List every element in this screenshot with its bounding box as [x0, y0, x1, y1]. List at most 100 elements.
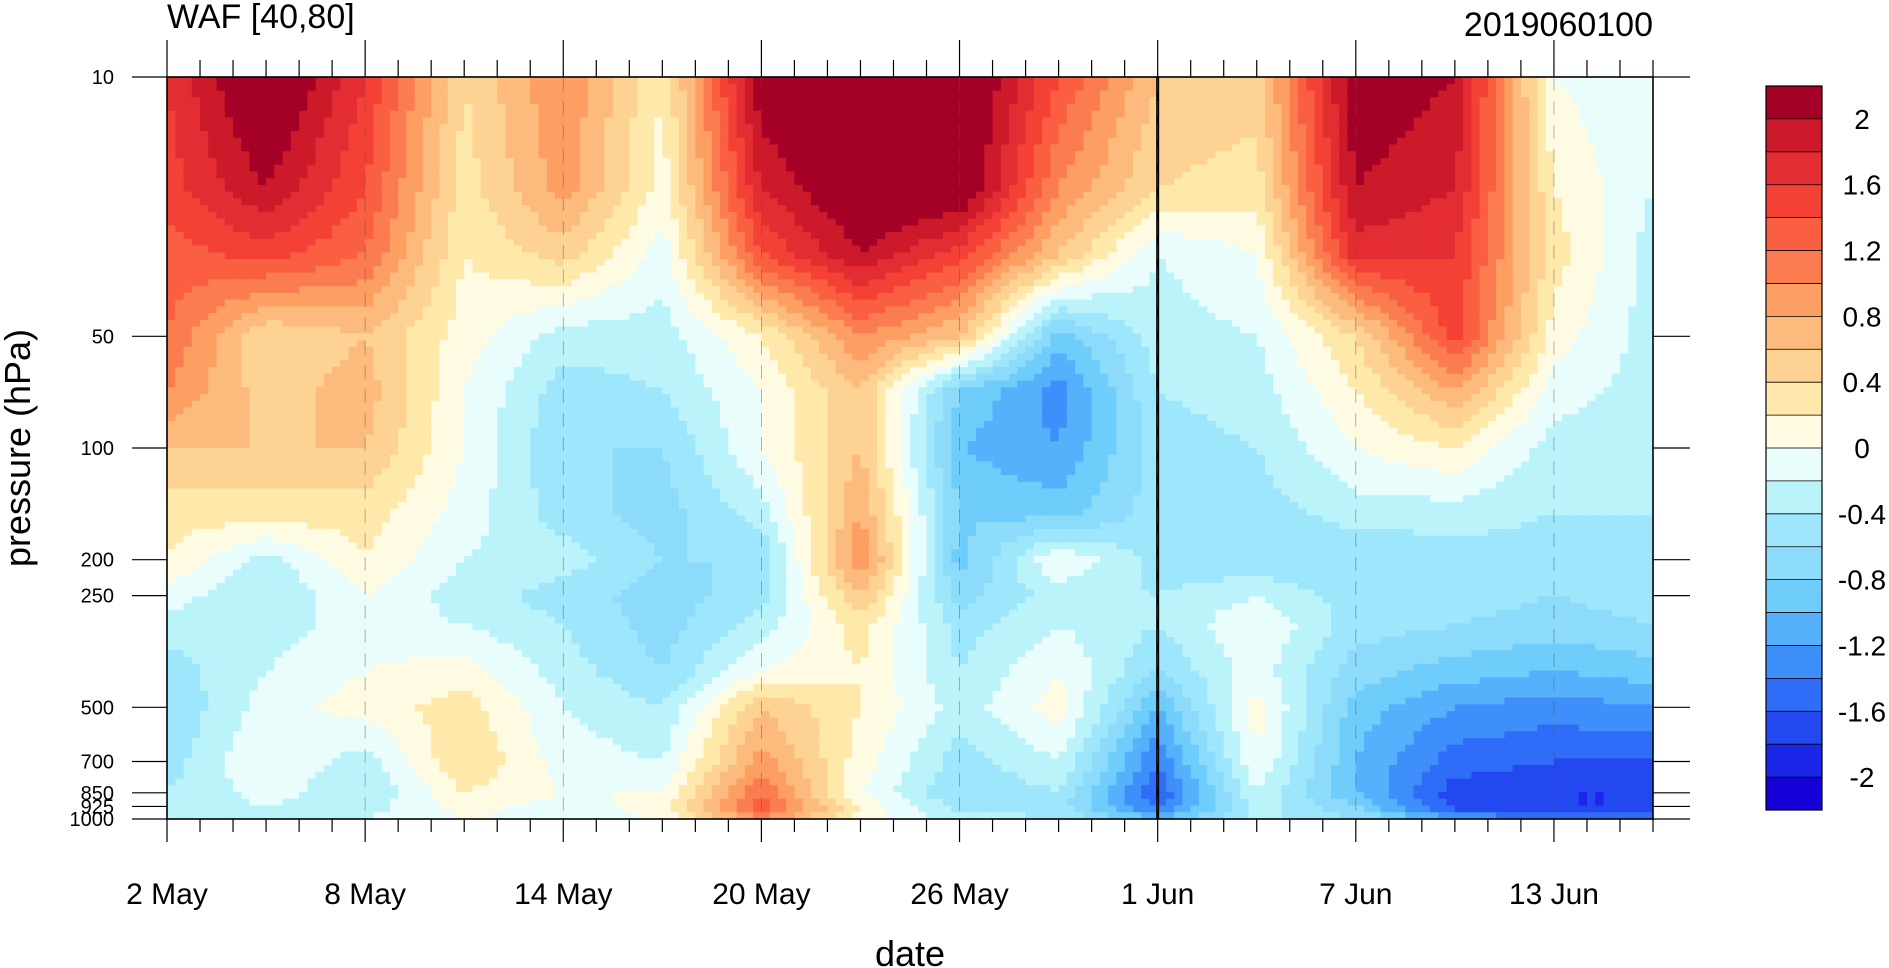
contour-cell: [1331, 171, 1340, 179]
contour-cell: [1116, 117, 1126, 125]
contour-cell: [736, 191, 746, 200]
contour-cell: [1289, 137, 1299, 146]
contour-cell: [488, 144, 498, 152]
contour-cell: [1042, 238, 1051, 247]
contour-cell: [1025, 259, 1035, 267]
contour-cell: [943, 90, 952, 98]
contour-cell: [1058, 97, 1068, 105]
contour-cell: [315, 232, 325, 240]
contour-cell: [546, 259, 556, 267]
contour-cell: [439, 103, 449, 112]
contour-cell: [1264, 144, 1274, 152]
contour-cell: [703, 151, 713, 159]
contour-cell: [266, 184, 275, 193]
contour-cell: [216, 191, 226, 200]
contour-cell: [381, 218, 391, 226]
contour-cell: [1033, 144, 1043, 152]
contour-cell: [678, 245, 688, 253]
contour-cell: [1413, 110, 1423, 119]
contour-cell: [1520, 144, 1530, 152]
contour-cell: [596, 218, 606, 226]
contour-cell: [249, 184, 259, 193]
contour-cell: [1149, 110, 1159, 119]
contour-cell: [621, 252, 630, 260]
contour-cell: [488, 97, 498, 105]
contour-cell: [1281, 144, 1291, 152]
contour-cell: [1017, 218, 1027, 226]
contour-cell: [1529, 83, 1539, 92]
contour-cell: [1628, 252, 1638, 260]
contour-cell: [200, 198, 209, 206]
contour-cell: [1446, 151, 1456, 159]
contour-cell: [951, 103, 961, 112]
contour-cell: [348, 252, 358, 260]
contour-cell: [1099, 110, 1109, 119]
contour-cell: [1578, 77, 1588, 85]
contour-cell: [860, 124, 870, 132]
contour-cell: [307, 157, 317, 166]
contour-cell: [1347, 211, 1357, 220]
contour-cell: [398, 218, 408, 226]
contour-cell: [464, 205, 474, 213]
contour-cell: [241, 178, 251, 186]
contour-cell: [637, 117, 647, 125]
contour-cell: [802, 117, 812, 125]
contour-cell: [992, 144, 1002, 152]
contour-cell: [1298, 90, 1307, 98]
contour-cell: [1174, 90, 1184, 98]
contour-cell: [1141, 151, 1151, 159]
contour-cell: [1504, 97, 1514, 105]
contour-cell: [720, 124, 729, 132]
contour-cell: [290, 83, 300, 92]
contour-cell: [497, 157, 507, 166]
contour-cell: [744, 218, 754, 226]
contour-cell: [1157, 191, 1167, 200]
contour-cell: [1504, 211, 1514, 220]
contour-cell: [645, 171, 655, 179]
contour-cell: [340, 97, 350, 105]
contour-cell: [1240, 211, 1250, 220]
contour-cell: [1182, 184, 1192, 193]
contour-cell: [1009, 245, 1018, 253]
contour-cell: [612, 77, 622, 85]
contour-cell: [1570, 103, 1580, 112]
contour-cell: [1091, 77, 1101, 85]
contour-cell: [612, 110, 622, 119]
contour-cell: [167, 184, 176, 193]
contour-cell: [332, 164, 341, 173]
contour-cell: [992, 184, 1002, 193]
contour-cell: [447, 259, 457, 267]
contour-cell: [1347, 218, 1357, 226]
contour-cell: [282, 77, 292, 85]
contour-cell: [439, 124, 449, 132]
contour-cell: [464, 117, 474, 125]
contour-cell: [868, 83, 878, 92]
contour-cell: [1075, 225, 1084, 233]
contour-cell: [612, 259, 622, 267]
contour-cell: [1446, 90, 1456, 98]
contour-cell: [1091, 157, 1101, 166]
contour-cell: [860, 130, 870, 139]
contour-cell: [1619, 157, 1629, 166]
contour-cell: [918, 205, 928, 213]
contour-cell: [1347, 117, 1357, 125]
contour-cell: [1636, 151, 1646, 159]
contour-cell: [678, 151, 688, 159]
contour-cell: [1273, 103, 1283, 112]
contour-cell: [455, 77, 465, 85]
contour-cell: [1545, 218, 1555, 226]
contour-cell: [1314, 124, 1324, 132]
contour-cell: [1009, 151, 1018, 159]
contour-cell: [1182, 225, 1192, 233]
contour-cell: [1446, 103, 1456, 112]
contour-cell: [521, 124, 531, 132]
contour-cell: [1231, 198, 1241, 206]
contour-cell: [794, 198, 804, 206]
contour-cell: [992, 77, 1002, 85]
contour-cell: [257, 151, 267, 159]
contour-cell: [530, 232, 540, 240]
contour-cell: [637, 124, 647, 132]
contour-cell: [1347, 151, 1357, 159]
contour-cell: [943, 232, 952, 240]
contour-cell: [266, 151, 275, 159]
